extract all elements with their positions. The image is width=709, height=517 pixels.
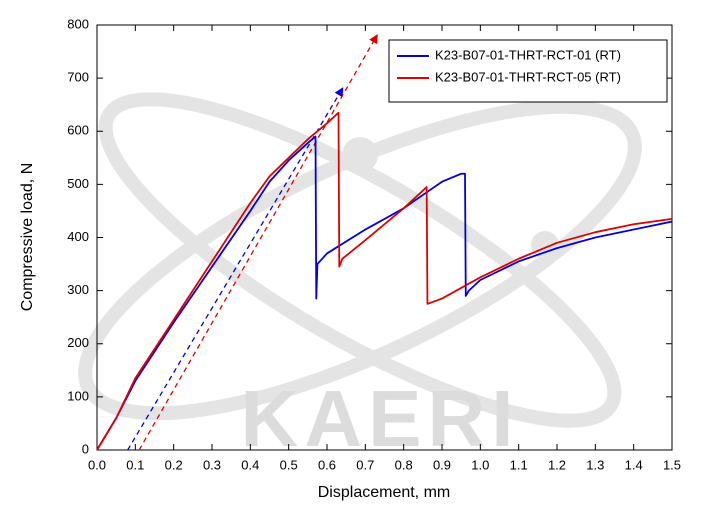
x-tick-label: 0.9	[433, 457, 451, 472]
legend-label: K23-B07-01-THRT-RCT-01 (RT)	[435, 47, 621, 62]
x-tick-label: 0.2	[165, 457, 183, 472]
x-tick-label: 0.5	[280, 457, 298, 472]
y-axis-title: Compressive load, N	[19, 163, 36, 312]
watermark: KAERI	[241, 374, 520, 463]
x-axis-title: Displacement, mm	[318, 484, 450, 501]
x-tick-label: 0.1	[126, 457, 144, 472]
x-tick-label: 1.2	[548, 457, 566, 472]
x-tick-label: 0.7	[356, 457, 374, 472]
x-tick-label: 0.3	[203, 457, 221, 472]
x-tick-label: 0.4	[241, 457, 259, 472]
legend-label: K23-B07-01-THRT-RCT-05 (RT)	[435, 69, 621, 84]
y-tick-label: 300	[67, 282, 89, 297]
x-tick-label: 1.0	[471, 457, 489, 472]
y-tick-label: 600	[67, 123, 89, 138]
x-tick-label: 1.5	[663, 457, 681, 472]
y-tick-label: 200	[67, 335, 89, 350]
x-tick-label: 1.1	[510, 457, 528, 472]
x-tick-label: 1.4	[625, 457, 643, 472]
x-tick-label: 0.6	[318, 457, 336, 472]
x-tick-label: 1.3	[586, 457, 604, 472]
x-tick-label: 0.8	[395, 457, 413, 472]
series-line	[96, 135, 673, 451]
y-tick-label: 400	[67, 229, 89, 244]
y-tick-label: 100	[67, 388, 89, 403]
background-decoration	[78, 92, 642, 428]
legend: K23-B07-01-THRT-RCT-01 (RT) K23-B07-01-TH…	[388, 39, 668, 103]
guide-line	[138, 34, 378, 451]
legend-box	[388, 39, 668, 103]
y-tick-label: 0	[82, 441, 89, 456]
x-tick-label: 0.0	[88, 457, 106, 472]
y-tick-label: 500	[67, 176, 89, 191]
y-tick-label: 800	[67, 16, 89, 31]
y-tick-label: 700	[67, 70, 89, 85]
guide-line	[127, 87, 344, 451]
series-line	[96, 111, 673, 451]
